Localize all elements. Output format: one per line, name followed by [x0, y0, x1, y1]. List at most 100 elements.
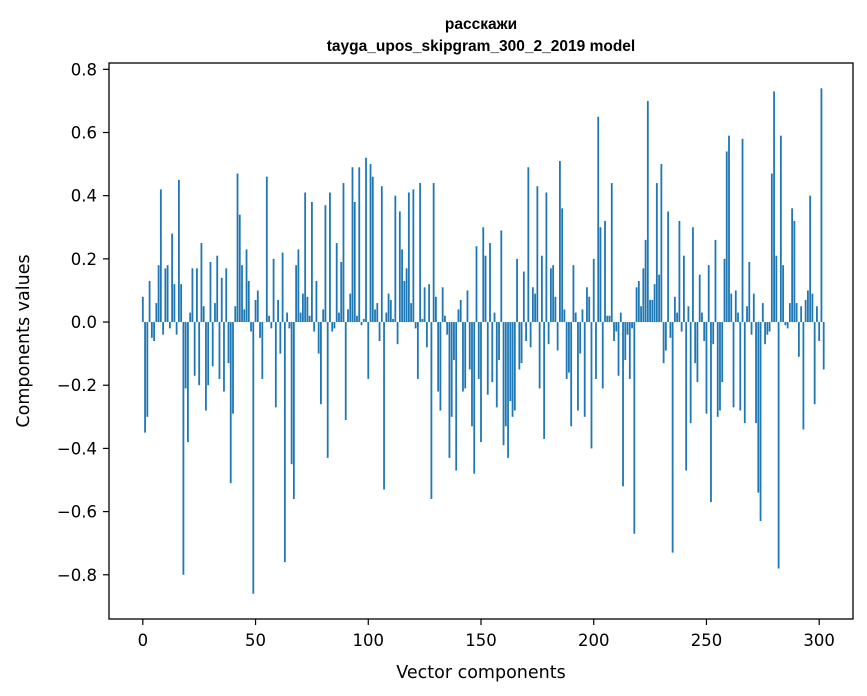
bar	[407, 192, 410, 323]
bar	[791, 208, 794, 323]
bar	[687, 306, 690, 323]
bar	[162, 322, 165, 335]
bar	[705, 322, 708, 414]
bar	[187, 322, 189, 443]
bar	[329, 192, 331, 323]
bar	[202, 306, 205, 323]
bar	[455, 322, 458, 471]
bar	[565, 322, 568, 379]
bar	[425, 322, 428, 348]
bar	[168, 322, 171, 329]
bar	[335, 243, 338, 323]
bar	[437, 322, 440, 392]
bar	[164, 268, 167, 323]
bar	[545, 192, 548, 323]
bar	[574, 312, 577, 323]
bar	[784, 322, 787, 326]
bar	[277, 299, 279, 323]
bar	[254, 299, 257, 323]
bar	[392, 318, 394, 323]
bar	[439, 322, 442, 411]
bar	[694, 322, 697, 364]
bar	[299, 312, 302, 323]
bar	[462, 322, 464, 392]
bar	[536, 186, 539, 323]
bar	[344, 322, 347, 420]
bar	[590, 322, 593, 449]
bar	[378, 322, 381, 341]
bar	[225, 268, 228, 323]
bar	[493, 312, 496, 323]
bar	[286, 312, 289, 323]
bar	[148, 280, 151, 323]
bar	[737, 312, 739, 323]
bar	[342, 183, 345, 323]
bar	[180, 284, 183, 323]
x-tick-label: 50	[245, 631, 266, 650]
y-axis-label: Components values	[14, 254, 34, 427]
bar	[272, 258, 275, 323]
bar	[703, 322, 706, 341]
bar	[500, 230, 503, 323]
bar	[175, 322, 178, 335]
x-tick-label: 150	[465, 631, 497, 650]
bar	[637, 280, 640, 323]
bar	[676, 312, 679, 323]
bar	[811, 293, 814, 323]
y-tick-label: 0.6	[71, 124, 97, 143]
bar	[640, 306, 642, 323]
bar	[761, 303, 764, 323]
bar	[518, 322, 521, 370]
bar	[748, 262, 751, 323]
bar	[513, 322, 516, 411]
bar	[498, 322, 500, 360]
bar	[265, 176, 268, 323]
bar	[380, 186, 383, 323]
bar	[198, 322, 201, 386]
bar	[234, 306, 237, 323]
bar	[788, 303, 791, 323]
bar	[482, 227, 485, 323]
bar	[680, 322, 683, 332]
bar	[232, 322, 234, 414]
bar	[288, 322, 291, 329]
bar	[432, 183, 435, 323]
bar	[818, 322, 821, 341]
x-tick-label: 250	[691, 631, 723, 650]
bar	[822, 322, 825, 370]
bar	[604, 220, 606, 323]
bar	[308, 315, 311, 323]
chart-subtitle: tayga_upos_skipgram_300_2_2019 model	[327, 38, 635, 55]
bar	[624, 322, 627, 360]
bar	[671, 322, 674, 553]
bar	[398, 211, 401, 323]
x-tick-label: 200	[578, 631, 610, 650]
bar	[658, 274, 661, 323]
bar	[274, 322, 277, 408]
bar	[315, 280, 318, 323]
bar	[281, 252, 284, 323]
bar	[507, 322, 509, 458]
bar	[191, 268, 194, 323]
bar	[489, 243, 491, 323]
bar	[457, 309, 460, 323]
bar	[477, 322, 480, 379]
y-tick-label: 0.2	[71, 250, 97, 269]
y-tick-label: −0.2	[57, 376, 97, 395]
bar	[444, 315, 446, 323]
bar	[401, 249, 403, 323]
bar	[782, 265, 785, 323]
bar	[394, 195, 397, 323]
bar	[367, 322, 370, 379]
bar	[295, 265, 298, 323]
bar	[777, 322, 780, 569]
bar	[351, 167, 354, 323]
bar	[746, 306, 748, 323]
bar	[261, 322, 264, 379]
bar	[177, 179, 180, 323]
bar	[311, 202, 313, 323]
bar	[241, 265, 243, 323]
bar	[633, 322, 636, 534]
bar	[743, 322, 746, 424]
chart-title: расскажи	[445, 16, 517, 33]
